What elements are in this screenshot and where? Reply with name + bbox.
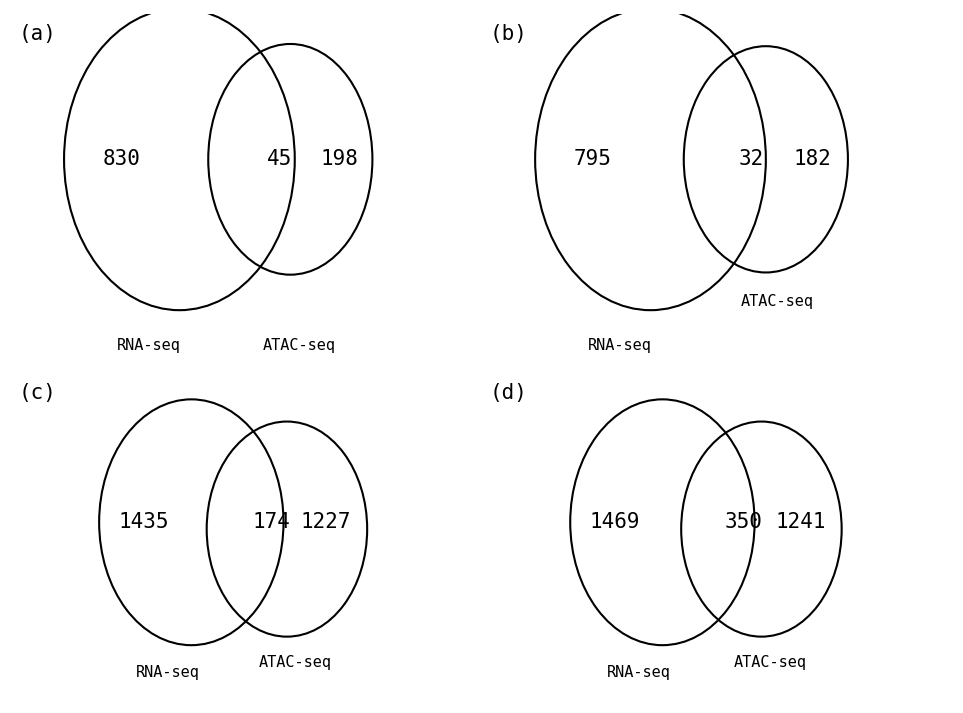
- Text: RNA-seq: RNA-seq: [117, 338, 180, 353]
- Text: 174: 174: [252, 512, 291, 533]
- Text: ATAC-seq: ATAC-seq: [734, 655, 806, 670]
- Text: 1435: 1435: [118, 512, 169, 533]
- Text: 830: 830: [103, 149, 141, 169]
- Text: RNA-seq: RNA-seq: [587, 338, 651, 353]
- Text: RNA-seq: RNA-seq: [136, 665, 199, 680]
- Text: (b): (b): [489, 24, 528, 43]
- Text: 45: 45: [267, 149, 292, 169]
- Text: (c): (c): [18, 383, 57, 403]
- Text: 32: 32: [739, 149, 765, 169]
- Text: 182: 182: [794, 149, 831, 169]
- Text: 350: 350: [725, 512, 763, 533]
- Text: ATAC-seq: ATAC-seq: [741, 294, 814, 309]
- Text: 1227: 1227: [301, 512, 351, 533]
- Text: (d): (d): [489, 383, 528, 403]
- Text: 795: 795: [574, 149, 612, 169]
- Text: 1469: 1469: [589, 512, 639, 533]
- Text: (a): (a): [18, 24, 57, 43]
- Text: 1241: 1241: [775, 512, 826, 533]
- Text: ATAC-seq: ATAC-seq: [259, 655, 332, 670]
- Text: ATAC-seq: ATAC-seq: [263, 338, 336, 353]
- Text: RNA-seq: RNA-seq: [607, 665, 670, 680]
- Text: 198: 198: [320, 149, 358, 169]
